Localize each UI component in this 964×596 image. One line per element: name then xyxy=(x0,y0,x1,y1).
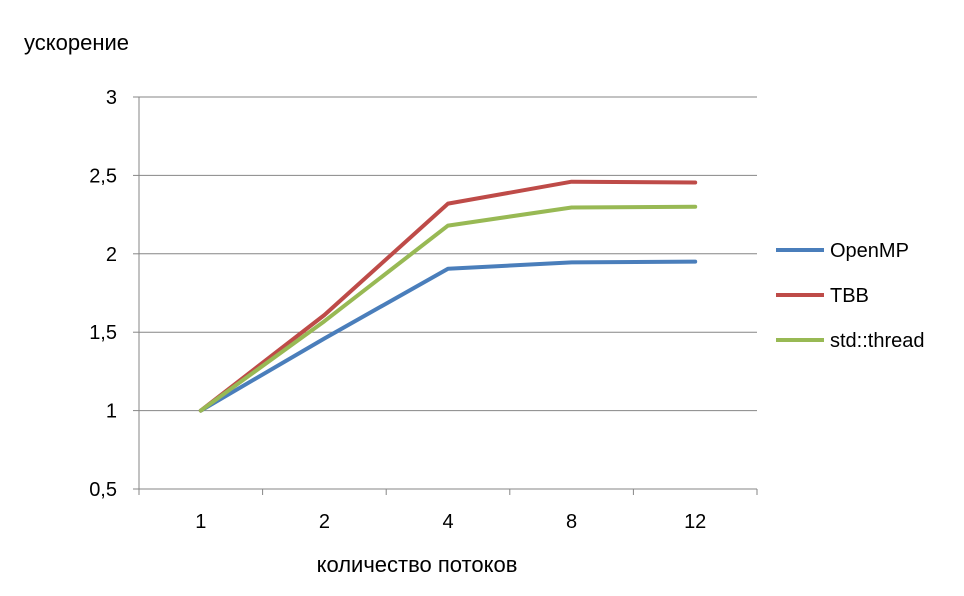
x-tick-label: 4 xyxy=(442,511,453,533)
y-tick-label: 3 xyxy=(106,87,117,109)
axes xyxy=(133,96,758,495)
y-tick-label: 2 xyxy=(106,244,117,266)
legend-label: std::thread xyxy=(830,330,925,352)
x-tick-label: 8 xyxy=(566,511,577,533)
x-axis-label: количество потоков xyxy=(317,552,518,577)
tick-labels: 0,511,522,531 2 4 8 12 xyxy=(89,87,706,533)
y-axis-label: ускорение xyxy=(24,30,129,55)
y-tick-label: 2,5 xyxy=(89,165,117,187)
series-line-tbb xyxy=(198,179,698,413)
gridlines xyxy=(139,96,757,412)
x-tick-label: 1 xyxy=(195,511,206,533)
y-tick-label: 0,5 xyxy=(89,479,117,501)
y-tick-label: 1 xyxy=(106,401,117,423)
series-line-std-thread xyxy=(198,204,698,413)
y-tick-label: 1,5 xyxy=(89,322,117,344)
series-line-openmp xyxy=(198,259,698,413)
x-tick-label: 12 xyxy=(684,511,706,533)
x-tick-label: 2 xyxy=(319,511,330,533)
series-lines xyxy=(198,179,698,413)
legend-label: TBB xyxy=(830,285,869,307)
legend-label: OpenMP xyxy=(830,240,909,262)
